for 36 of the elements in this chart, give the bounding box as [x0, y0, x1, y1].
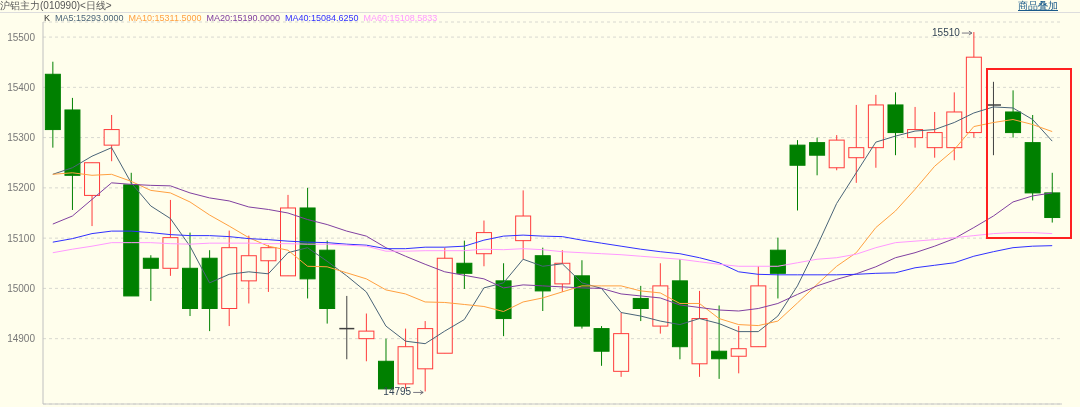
chart-title: 沪铝主力(010990)<日线> [0, 0, 112, 13]
y-tick-label: 14900 [7, 333, 36, 345]
candlestick [730, 325, 747, 374]
text: MA20:15190.0000 [206, 13, 281, 23]
candlestick [456, 240, 473, 290]
candlestick [142, 254, 159, 302]
candlestick [593, 325, 610, 367]
line-series [52, 232, 1053, 267]
y-tick-label: 15000 [7, 282, 36, 294]
y-tick-label: 15300 [7, 132, 36, 144]
candlestick [1005, 89, 1022, 139]
candlestick [985, 81, 1002, 156]
candlestick [260, 244, 277, 293]
y-tick-label: 15400 [7, 81, 36, 93]
y-tick-label: 15500 [7, 31, 36, 43]
annotation: 15510 [932, 27, 961, 39]
candlestick [848, 104, 865, 184]
line-series [52, 230, 1053, 276]
candlestick [554, 249, 571, 293]
candlestick [103, 114, 120, 162]
candlestick [926, 111, 943, 159]
legend-title: K [44, 13, 51, 23]
text: MA5:15293.0000 [55, 13, 124, 23]
y-tick-label: 15200 [7, 182, 36, 194]
candlestick [769, 237, 786, 299]
text: 商品叠加 [1018, 0, 1058, 13]
text: MA40:15084.6250 [285, 13, 359, 23]
y-tick-label: 15100 [7, 232, 36, 244]
candlestick [358, 313, 375, 362]
candlestick [789, 139, 806, 211]
text: MA60:15108.5833 [363, 13, 438, 23]
text: MA10:15311.5000 [128, 13, 202, 23]
annotation: 14795 [383, 386, 412, 398]
candlestick [711, 304, 728, 380]
candlestick [632, 285, 649, 322]
candlestick [809, 137, 826, 176]
